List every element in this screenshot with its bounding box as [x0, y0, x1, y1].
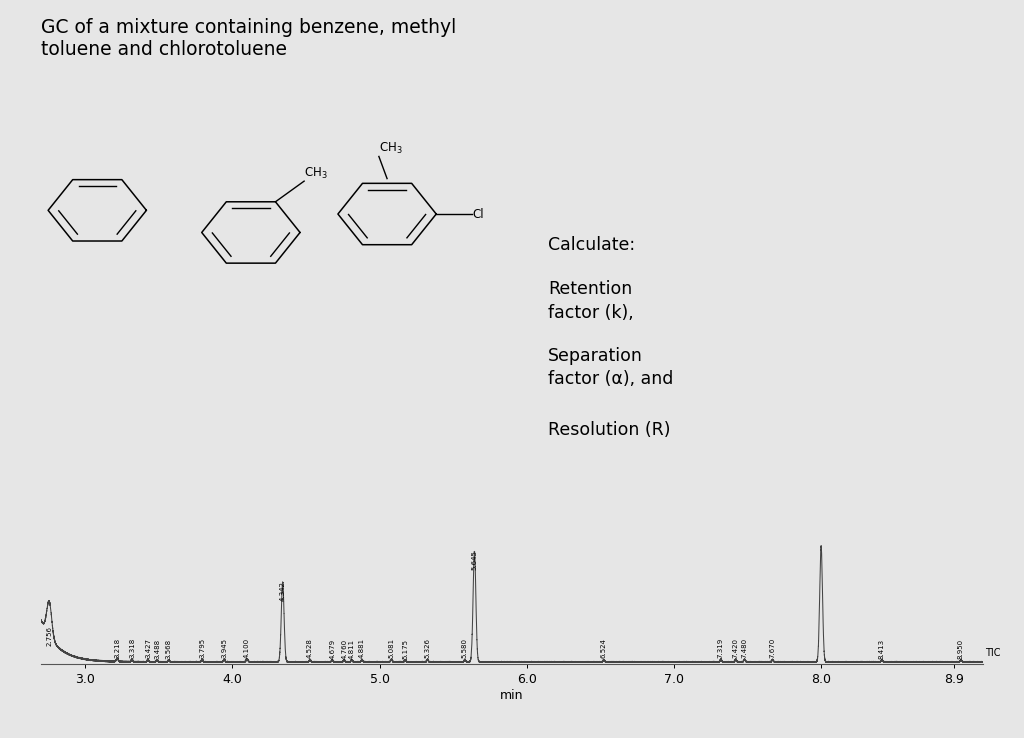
- Text: Separation
factor (α), and: Separation factor (α), and: [548, 347, 673, 388]
- Text: 7.420: 7.420: [733, 638, 738, 658]
- Text: 5.175: 5.175: [402, 638, 409, 659]
- Text: 7.480: 7.480: [741, 638, 748, 658]
- Text: 4.881: 4.881: [359, 638, 365, 658]
- Text: 3.568: 3.568: [166, 638, 172, 659]
- Text: 6.524: 6.524: [601, 638, 607, 658]
- Text: 3.488: 3.488: [154, 638, 160, 659]
- Text: 3.218: 3.218: [115, 638, 120, 658]
- Text: 7.319: 7.319: [718, 638, 724, 658]
- Text: 7.670: 7.670: [770, 638, 775, 658]
- Text: Retention
factor (k),: Retention factor (k),: [548, 280, 634, 322]
- Text: 3.945: 3.945: [221, 638, 227, 658]
- Text: Calculate:: Calculate:: [548, 236, 635, 254]
- Text: 3.795: 3.795: [199, 638, 205, 658]
- Text: GC of a mixture containing benzene, methyl
toluene and chlorotoluene: GC of a mixture containing benzene, meth…: [41, 18, 457, 60]
- Text: 8.413: 8.413: [879, 638, 885, 659]
- Text: TIC: TIC: [985, 648, 1000, 658]
- Text: 5.645: 5.645: [471, 551, 477, 570]
- Text: 2.756: 2.756: [46, 626, 52, 646]
- Text: 4.342: 4.342: [280, 582, 286, 601]
- Text: 4.811: 4.811: [349, 638, 354, 659]
- Text: 4.679: 4.679: [330, 638, 335, 659]
- Text: 4.760: 4.760: [341, 638, 347, 659]
- Text: 5.326: 5.326: [425, 638, 430, 658]
- Text: 5.081: 5.081: [388, 638, 394, 658]
- Text: CH$_3$: CH$_3$: [379, 142, 402, 156]
- Text: Resolution (R): Resolution (R): [548, 421, 671, 438]
- Text: 5.580: 5.580: [462, 638, 468, 658]
- Text: 8.950: 8.950: [958, 638, 964, 659]
- Text: 4.528: 4.528: [307, 638, 313, 658]
- X-axis label: min: min: [501, 689, 523, 702]
- Text: CH$_3$: CH$_3$: [304, 166, 328, 181]
- Text: 4.100: 4.100: [244, 638, 250, 658]
- Text: Cl: Cl: [472, 207, 483, 221]
- Text: 3.318: 3.318: [129, 638, 135, 658]
- Text: 3.427: 3.427: [145, 638, 151, 658]
